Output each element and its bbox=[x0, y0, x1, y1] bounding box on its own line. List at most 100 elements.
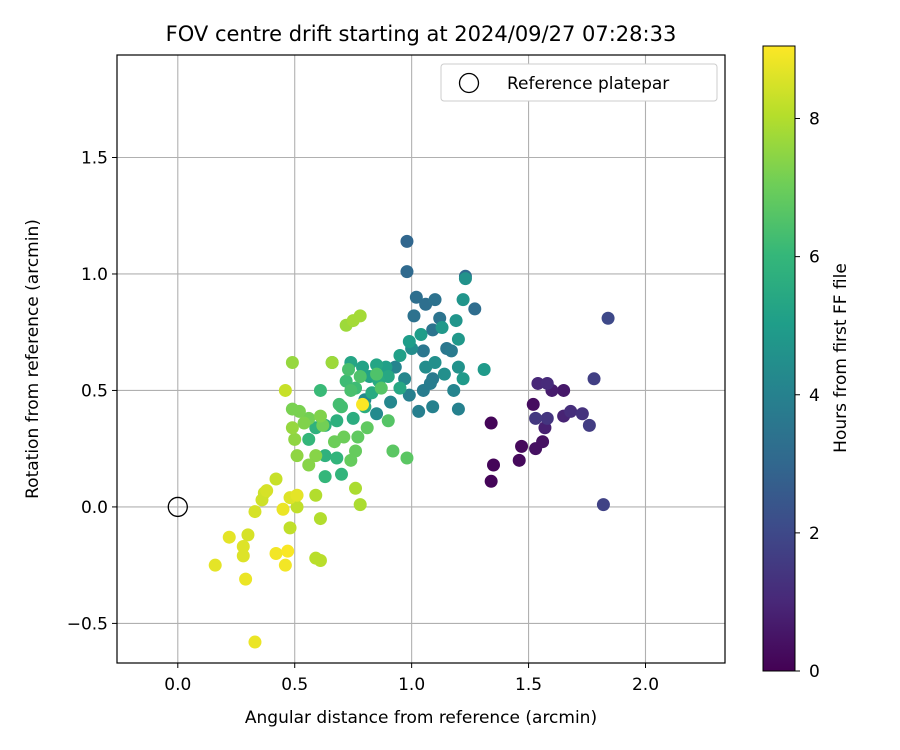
data-point bbox=[269, 472, 283, 486]
data-point bbox=[248, 635, 262, 649]
data-point bbox=[236, 549, 250, 563]
data-point bbox=[423, 376, 437, 390]
legend-entry-label: Reference platepar bbox=[507, 74, 669, 94]
data-point bbox=[208, 558, 222, 572]
data-point bbox=[456, 372, 470, 386]
data-point bbox=[428, 355, 442, 369]
data-point bbox=[309, 488, 323, 502]
data-point bbox=[285, 421, 299, 435]
data-point bbox=[313, 512, 327, 526]
data-point bbox=[451, 402, 465, 416]
data-point bbox=[447, 383, 461, 397]
data-point bbox=[370, 367, 384, 381]
data-point bbox=[313, 554, 327, 568]
data-point bbox=[285, 402, 299, 416]
data-point bbox=[484, 474, 498, 488]
data-point bbox=[269, 547, 283, 561]
x-axis-ticks: 0.0 0.5 1.0 1.5 2.0 bbox=[164, 663, 659, 695]
data-point bbox=[402, 335, 416, 349]
colorbar-tick-label: 0 bbox=[809, 662, 820, 682]
data-point bbox=[276, 502, 290, 516]
data-point bbox=[426, 400, 440, 414]
x-tick-label: 0.0 bbox=[164, 675, 191, 695]
data-point bbox=[283, 521, 297, 535]
data-point bbox=[575, 407, 589, 421]
data-point bbox=[239, 572, 253, 586]
data-point bbox=[290, 488, 304, 502]
legend-box bbox=[440, 63, 718, 102]
data-point bbox=[302, 432, 316, 446]
data-point bbox=[353, 309, 367, 323]
grid-lines bbox=[117, 55, 725, 663]
y-tick-label: 0.0 bbox=[81, 498, 108, 518]
data-point bbox=[388, 360, 402, 374]
data-point bbox=[529, 411, 543, 425]
colorbar-tick-label: 8 bbox=[809, 110, 820, 130]
data-point bbox=[412, 404, 426, 418]
data-point bbox=[290, 449, 304, 463]
data-point bbox=[437, 367, 451, 381]
data-point bbox=[393, 381, 407, 395]
data-point bbox=[407, 309, 421, 323]
data-point bbox=[381, 414, 395, 428]
data-point bbox=[400, 265, 414, 279]
data-point bbox=[536, 435, 550, 449]
data-point bbox=[512, 453, 526, 467]
data-point bbox=[409, 290, 423, 304]
data-point bbox=[484, 416, 498, 430]
y-tick-label: 0.5 bbox=[81, 381, 108, 401]
data-point bbox=[349, 481, 363, 495]
data-point bbox=[318, 449, 332, 463]
data-point bbox=[318, 470, 332, 484]
data-point bbox=[241, 528, 255, 542]
colorbar-tick-label: 4 bbox=[809, 386, 820, 406]
data-point bbox=[428, 293, 442, 307]
data-point bbox=[353, 369, 367, 383]
data-point bbox=[297, 416, 311, 430]
data-point bbox=[468, 302, 482, 316]
data-point bbox=[302, 458, 316, 472]
data-point bbox=[285, 355, 299, 369]
data-point bbox=[400, 234, 414, 248]
y-axis-ticks: −0.5 0.0 0.5 1.0 1.5 bbox=[67, 148, 117, 634]
data-point bbox=[393, 349, 407, 363]
data-point bbox=[515, 439, 529, 453]
data-point bbox=[435, 321, 449, 335]
data-point bbox=[540, 376, 554, 390]
data-point bbox=[582, 418, 596, 432]
data-point bbox=[370, 407, 384, 421]
data-point bbox=[456, 293, 470, 307]
plot-frame bbox=[116, 54, 726, 664]
x-tick-label: 2.0 bbox=[632, 675, 659, 695]
data-point bbox=[342, 362, 356, 376]
data-point bbox=[416, 344, 430, 358]
x-tick-label: 1.5 bbox=[515, 675, 542, 695]
colorbar-ticks: 0 2 4 6 8 bbox=[795, 110, 820, 682]
data-point bbox=[370, 358, 384, 372]
data-point bbox=[400, 451, 414, 465]
chart-title: FOV centre drift starting at 2024/09/27 … bbox=[166, 22, 677, 46]
colorbar bbox=[762, 45, 796, 672]
data-point bbox=[531, 376, 545, 390]
data-point bbox=[477, 362, 491, 376]
data-point bbox=[402, 388, 416, 402]
data-point bbox=[356, 397, 370, 411]
data-point bbox=[601, 311, 615, 325]
data-point bbox=[330, 451, 344, 465]
x-axis-label: Angular distance from reference (arcmin) bbox=[245, 708, 597, 728]
data-point bbox=[290, 500, 304, 514]
data-point bbox=[278, 558, 292, 572]
data-point bbox=[309, 449, 323, 463]
x-tick-label: 1.0 bbox=[398, 675, 425, 695]
data-point bbox=[344, 453, 358, 467]
data-point bbox=[486, 458, 500, 472]
legend-reference-marker bbox=[458, 72, 480, 94]
x-tick-label: 0.5 bbox=[281, 675, 308, 695]
data-point bbox=[278, 383, 292, 397]
y-tick-label: 1.0 bbox=[81, 265, 108, 285]
data-point bbox=[564, 404, 578, 418]
data-point bbox=[346, 411, 360, 425]
data-point bbox=[327, 435, 341, 449]
data-point bbox=[313, 409, 327, 423]
